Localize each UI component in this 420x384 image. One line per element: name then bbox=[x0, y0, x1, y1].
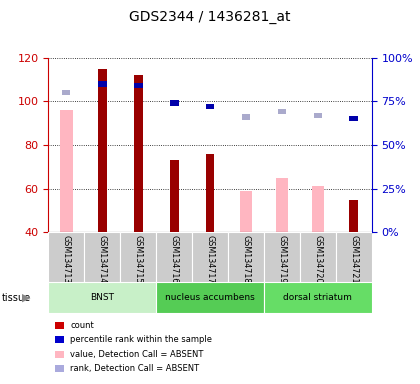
Text: BNST: BNST bbox=[90, 293, 114, 302]
Bar bbox=[264, 282, 372, 313]
Bar bbox=[242, 114, 250, 120]
Bar bbox=[312, 187, 324, 232]
Bar bbox=[300, 232, 336, 282]
Bar bbox=[120, 232, 156, 282]
Text: count: count bbox=[70, 321, 94, 330]
Bar bbox=[98, 81, 107, 86]
Text: GSM134716: GSM134716 bbox=[170, 235, 178, 283]
Text: GSM134721: GSM134721 bbox=[349, 235, 358, 283]
Bar bbox=[240, 191, 252, 232]
Bar bbox=[205, 154, 215, 232]
Bar bbox=[228, 232, 264, 282]
Bar bbox=[62, 90, 70, 95]
Text: GSM134720: GSM134720 bbox=[313, 235, 322, 283]
Bar bbox=[349, 200, 358, 232]
Text: GSM134719: GSM134719 bbox=[277, 235, 286, 283]
Bar bbox=[84, 232, 120, 282]
Bar bbox=[264, 232, 300, 282]
Text: nucleus accumbens: nucleus accumbens bbox=[165, 293, 255, 302]
Text: percentile rank within the sample: percentile rank within the sample bbox=[70, 335, 212, 344]
Bar bbox=[276, 178, 288, 232]
Bar bbox=[205, 104, 215, 109]
Text: GSM134717: GSM134717 bbox=[205, 235, 215, 283]
Bar bbox=[170, 160, 178, 232]
Bar bbox=[134, 75, 143, 232]
Text: tissue: tissue bbox=[2, 293, 31, 303]
Bar bbox=[156, 232, 192, 282]
Text: value, Detection Call = ABSENT: value, Detection Call = ABSENT bbox=[70, 349, 204, 359]
Bar bbox=[278, 109, 286, 114]
Text: rank, Detection Call = ABSENT: rank, Detection Call = ABSENT bbox=[70, 364, 199, 373]
Text: GDS2344 / 1436281_at: GDS2344 / 1436281_at bbox=[129, 10, 291, 23]
Bar bbox=[170, 100, 178, 106]
Text: ▶: ▶ bbox=[22, 293, 30, 303]
Text: dorsal striatum: dorsal striatum bbox=[284, 293, 352, 302]
Bar bbox=[156, 282, 264, 313]
Bar bbox=[314, 113, 322, 118]
Text: GSM134718: GSM134718 bbox=[241, 235, 250, 283]
Bar bbox=[98, 68, 107, 232]
Bar bbox=[48, 282, 156, 313]
Bar bbox=[134, 83, 143, 88]
Bar bbox=[60, 110, 73, 232]
Text: GSM134715: GSM134715 bbox=[134, 235, 143, 283]
Text: GSM134714: GSM134714 bbox=[98, 235, 107, 283]
Bar bbox=[336, 232, 372, 282]
Bar bbox=[349, 116, 358, 121]
Text: GSM134713: GSM134713 bbox=[62, 235, 71, 283]
Bar bbox=[192, 232, 228, 282]
Bar bbox=[48, 232, 84, 282]
